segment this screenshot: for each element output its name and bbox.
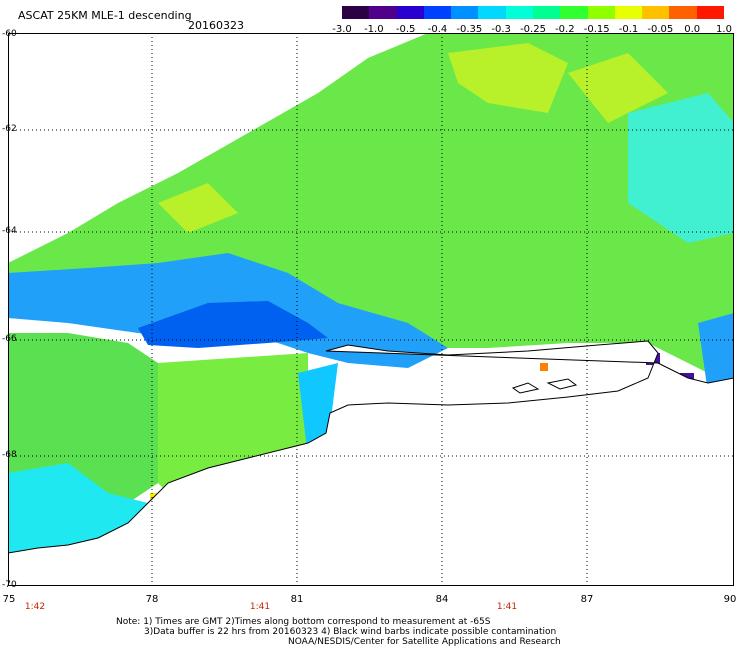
- lat-label-62: -62: [2, 124, 17, 134]
- coastal-lake: [546, 378, 578, 390]
- color-scale-tick: 1.0: [716, 24, 732, 35]
- time-label: 1:42: [24, 602, 46, 612]
- lon-label-84: 84: [435, 594, 449, 605]
- map-frame: [8, 33, 734, 586]
- color-scale-tick: -0.4: [427, 24, 448, 35]
- swath-data: [8, 33, 734, 553]
- color-scale-tick: -0.5: [395, 24, 416, 35]
- antarctic-coastline: [8, 340, 734, 586]
- swath-green-area: [8, 33, 734, 373]
- graticule: [8, 33, 734, 586]
- color-swatch: [478, 6, 506, 19]
- color-scale-tick: -1.0: [364, 24, 384, 35]
- color-scale-ticks: -3.0 -1.0 -0.5 -0.4 -0.35 -0.3 -0.25 -0.2 -0.15-…: [332, 24, 732, 38]
- color-scale-tick: -0.15: [583, 24, 610, 35]
- time-label: 1:41: [496, 602, 518, 612]
- footnote-line-2: 3)Data buffer is 22 hrs from 20160323 4)…: [144, 627, 557, 637]
- color-scale-bar: [342, 6, 724, 19]
- lon-label-78: 78: [145, 594, 159, 605]
- color-swatch: [423, 6, 452, 19]
- coastal-lake-2: [511, 382, 540, 394]
- color-swatch: [532, 6, 561, 19]
- lon-label-75: 75: [2, 594, 16, 605]
- footnote-line-1: Note: 1) Times are GMT 2)Times along bot…: [116, 617, 491, 627]
- color-swatch: [669, 6, 697, 19]
- lat-label-68: -68: [2, 450, 17, 460]
- color-scale-tick: -0.2: [555, 24, 575, 35]
- wind-map: [8, 33, 734, 586]
- lat-label-60: -60: [2, 29, 17, 39]
- map-title: ASCAT 25KM MLE-1 descending: [18, 9, 192, 22]
- lat-label-66: -66: [2, 334, 17, 344]
- color-scale-tick: -0.05: [647, 24, 674, 35]
- color-swatch: [451, 6, 479, 19]
- map-date: 20160323: [188, 19, 244, 32]
- color-swatch: [587, 6, 615, 19]
- swath-orange-pixel: [540, 363, 548, 371]
- color-scale-tick: -3.0: [332, 24, 352, 35]
- color-scale-tick: 0.0: [684, 24, 701, 35]
- color-swatch: [560, 6, 588, 19]
- color-swatch: [696, 6, 724, 19]
- color-swatch: [369, 6, 397, 19]
- lat-label-70: -70: [2, 580, 17, 590]
- lon-label-90: 90: [723, 594, 737, 605]
- color-swatch: [614, 6, 643, 19]
- color-swatch: [505, 6, 533, 19]
- footnote-line-3: NOAA/NESDIS/Center for Satellite Applica…: [288, 637, 561, 647]
- color-scale-tick: -0.1: [618, 24, 639, 35]
- lon-label-87: 87: [580, 594, 594, 605]
- lon-label-81: 81: [290, 594, 304, 605]
- color-scale-tick: -0.35: [456, 24, 483, 35]
- swath-bright-patches: [158, 43, 668, 233]
- swath-deep-blue: [138, 301, 328, 348]
- time-label: 1:41: [249, 602, 271, 612]
- color-scale-tick: -0.3: [491, 24, 511, 35]
- color-swatch: [396, 6, 424, 19]
- lat-label-64: -64: [2, 226, 17, 236]
- swath-cyan-patch: [628, 93, 734, 243]
- ice-shelf-outline: [8, 340, 734, 586]
- color-swatch: [642, 6, 670, 19]
- color-swatch: [342, 6, 370, 19]
- color-scale-tick: -0.25: [520, 24, 546, 35]
